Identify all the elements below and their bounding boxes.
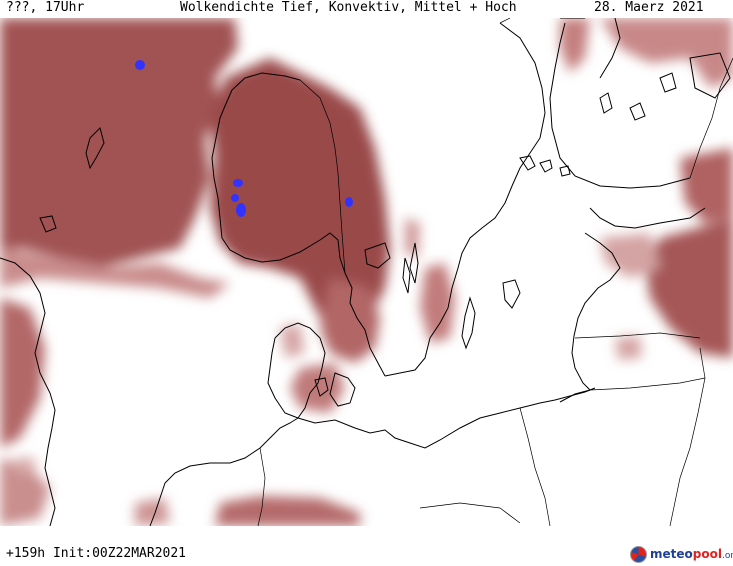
coastline-jutland (267, 337, 299, 419)
cloud-field-west-speck (15, 458, 35, 473)
valid-time-label: ???, 17Uhr (6, 0, 85, 15)
cloud-field-west-edge (0, 298, 45, 448)
forecast-run-info: +159h Init:00Z22MAR2021 (6, 546, 187, 561)
coastline-netherlands (149, 417, 299, 526)
coastline-gotland-north (502, 279, 521, 309)
precip-spot (233, 179, 243, 187)
precipitation-spots (135, 60, 353, 217)
coastline-orkney (39, 215, 57, 233)
coastline-oland (409, 242, 419, 284)
precip-spot (135, 60, 145, 70)
border-germany-poland (519, 407, 551, 526)
lake-vattern (402, 257, 411, 294)
coastline-zealand (329, 372, 356, 407)
precip-spot (236, 203, 246, 217)
coastline-finland-north (560, 18, 621, 79)
logo-text: meteopool.org (650, 547, 733, 561)
forecast-date: 28. Maerz 2021 (594, 0, 704, 15)
cloud-field-sweden-west (320, 278, 380, 363)
border-sweden-finland (499, 18, 511, 24)
coastline-estonia (589, 207, 706, 229)
coastline-bothnia-west (499, 22, 546, 139)
border-finland-russia (689, 57, 733, 179)
cloud-field-west-lower (0, 458, 50, 526)
coastline-sweden-west (344, 272, 386, 377)
coastline-archipelago (519, 155, 571, 177)
border-lithuania (589, 377, 706, 391)
national-borders (257, 18, 733, 526)
coastline-funen (314, 377, 329, 397)
coastline-gotland (461, 296, 476, 350)
logo-text-meteo: meteo (650, 547, 693, 561)
logo-text-org: .org (721, 551, 733, 561)
coastline-germany-poland (297, 387, 596, 449)
border-norway-sweden (299, 79, 346, 274)
coastlines (0, 18, 731, 526)
coastline-denmark (274, 322, 326, 419)
coastline-norway-north (231, 72, 301, 91)
border-latvia-lithuania (574, 332, 701, 339)
coastline-finland (549, 22, 691, 189)
cloud-field-south (215, 496, 360, 526)
cloud-field-northwest (0, 18, 238, 268)
cloud-fields (0, 18, 733, 526)
cloud-field-baltic-islands (420, 263, 455, 343)
meteopool-logo-icon (630, 545, 647, 563)
coastline-kaliningrad (559, 389, 591, 403)
lake-ladoga (689, 52, 731, 99)
cloud-field-east-large (645, 218, 733, 358)
cloud-field-northeast (600, 18, 733, 88)
cloud-field-oland (405, 218, 420, 258)
cloud-field-baltic-east (680, 148, 733, 223)
border-germany-czech (419, 502, 521, 524)
coastline-shetland (85, 127, 105, 170)
cloud-field-poland (615, 336, 642, 360)
coastline-sweden-south (384, 137, 541, 377)
map-title: Wolkendichte Tief, Konvektiv, Mittel + H… (180, 0, 517, 15)
logo-text-pool: pool (692, 547, 722, 561)
cloud-field-norway (210, 58, 390, 338)
cloud-density-map (0, 18, 733, 526)
cloud-field-north-sea-small (280, 323, 305, 358)
coastline-britain (0, 257, 56, 526)
lake-vanern (364, 242, 391, 269)
coastline-norway (211, 89, 346, 274)
precip-spot (345, 197, 353, 207)
precip-spot (231, 194, 239, 202)
lakes-finland (599, 72, 677, 121)
border-germany-netherlands (257, 447, 266, 526)
cloud-field-east-light (600, 233, 660, 278)
cloud-field-northwest-light (0, 248, 230, 298)
cloud-field-finland (560, 18, 590, 73)
cloud-field-south-small (135, 498, 170, 526)
meteopool-logo: meteopool.org (630, 545, 733, 563)
border-poland-belarus (669, 347, 706, 526)
coastline-latvia (571, 232, 621, 391)
